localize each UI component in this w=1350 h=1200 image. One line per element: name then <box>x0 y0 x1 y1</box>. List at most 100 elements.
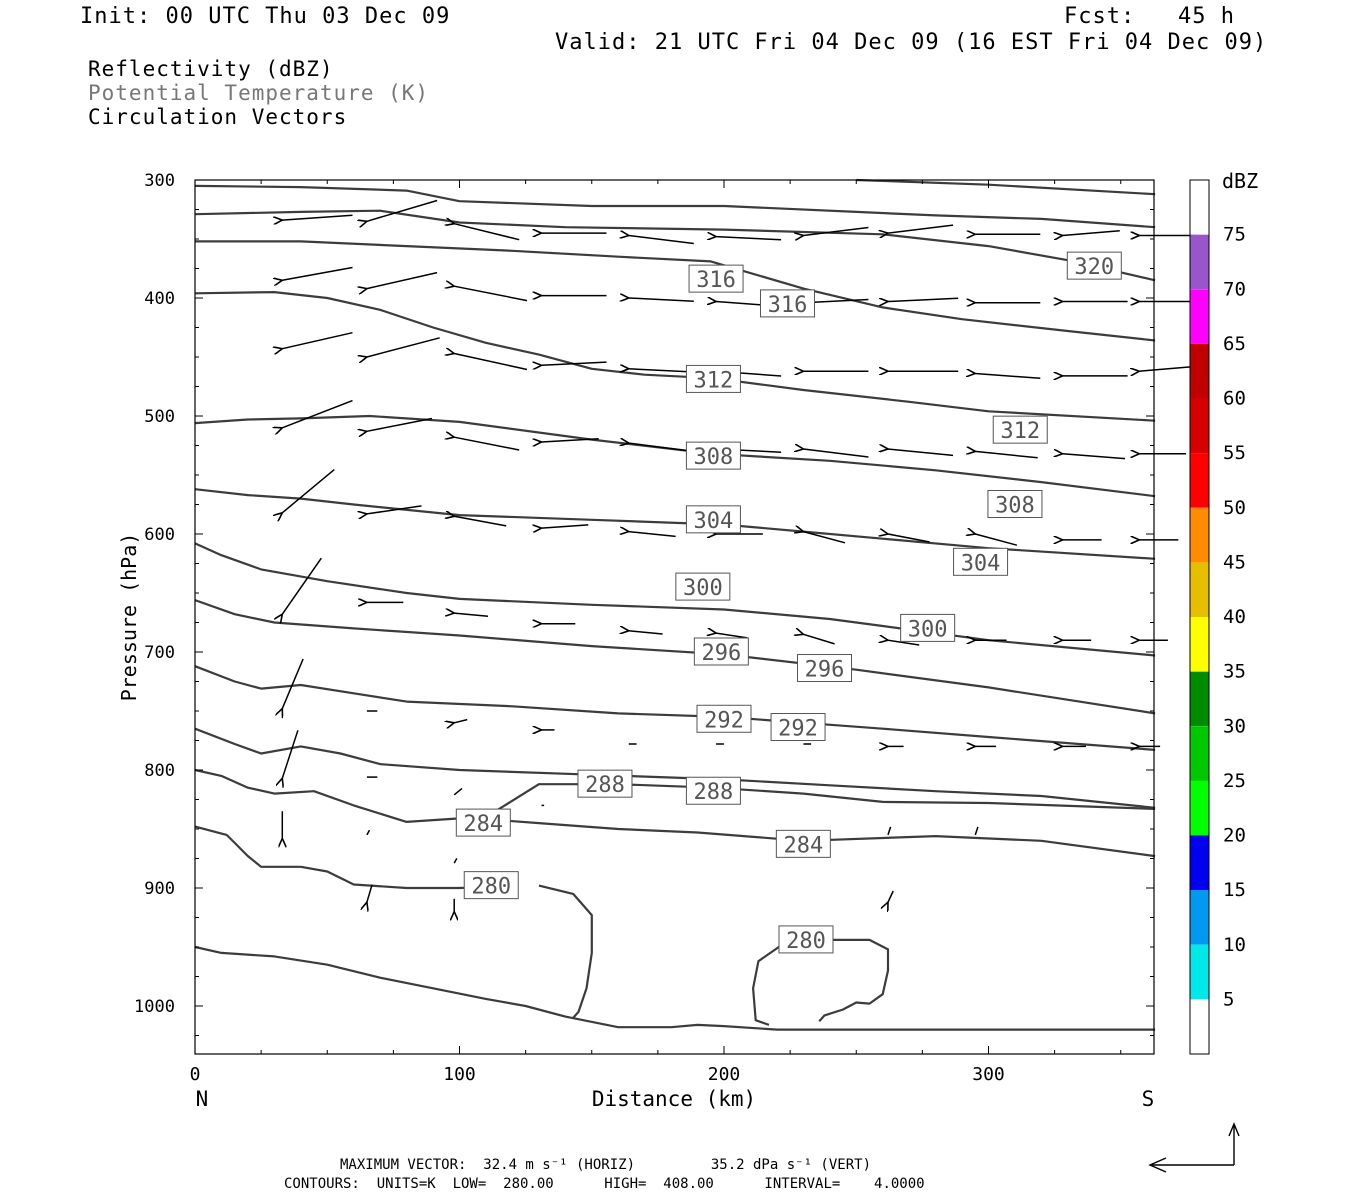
colorbar-label-60: 60 <box>1223 388 1246 410</box>
x-axis-title: Distance (km) <box>592 1087 756 1111</box>
colorbar-swatch-10 <box>1190 453 1209 508</box>
colorbar-swatch-3 <box>1190 835 1209 891</box>
circulation-vector-22 <box>282 331 353 349</box>
contour-288-segment-1 <box>485 783 1156 819</box>
colorbar-label-75: 75 <box>1223 224 1246 246</box>
colorbar-label-70: 70 <box>1223 278 1246 300</box>
colorbar-swatch-8 <box>1190 562 1209 617</box>
circulation-vector-68 <box>454 718 468 723</box>
contour-304-segment-0 <box>194 542 1156 657</box>
contour-label-320-0: 320 <box>1066 251 1122 280</box>
contour-label-292-1: 292 <box>770 713 826 742</box>
colorbar-label-65: 65 <box>1223 333 1246 355</box>
colorbar-label-45: 45 <box>1223 551 1246 573</box>
circulation-vector-62 <box>888 640 920 646</box>
contour-label-308-1: 308 <box>987 490 1043 519</box>
contour-296-segment-0 <box>194 665 1156 751</box>
colorbar-frame <box>1189 179 1210 1055</box>
circulation-vector-82 <box>366 829 371 836</box>
svg-text:288: 288 <box>694 780 734 805</box>
contour-324-segment-0 <box>194 209 1156 282</box>
vector-layer <box>282 199 1197 912</box>
colorbar-label-30: 30 <box>1223 715 1246 737</box>
circulation-vector-77 <box>282 730 299 778</box>
axis-layer: 0 100 200 300 300 400 500 600 700 800 900 1000 Dista… <box>117 171 1154 1111</box>
colorbar-swatch-15 <box>1190 180 1209 235</box>
circulation-vector-25 <box>542 362 607 365</box>
contour-label-308-0: 308 <box>685 441 741 470</box>
contour-info: CONTOURS: UNITS=K LOW= 280.00 HIGH= 408.… <box>284 1176 925 1192</box>
x-tick-label-100: 100 <box>443 1064 476 1085</box>
svg-text:308: 308 <box>694 445 734 470</box>
colorbar-swatch-0 <box>1190 999 1209 1054</box>
svg-text:308: 308 <box>995 494 1035 519</box>
svg-text:296: 296 <box>701 641 741 666</box>
colorbar-swatch-5 <box>1190 726 1209 781</box>
contour-label-288-1: 288 <box>685 776 741 805</box>
max-vector-info: MAXIMUM VECTOR: 32.4 m s⁻¹ (HORIZ) 35.2 … <box>340 1157 872 1173</box>
circulation-vector-12 <box>367 271 438 289</box>
contour-288-segment-0 <box>194 768 486 824</box>
contour-label-288-0: 288 <box>577 769 633 798</box>
svg-text:316: 316 <box>768 293 808 318</box>
colorbar-label-40: 40 <box>1223 606 1246 628</box>
svg-text:316: 316 <box>696 268 736 293</box>
contour-label-316-1: 316 <box>759 289 815 318</box>
svg-text:284: 284 <box>783 833 823 858</box>
svg-text:292: 292 <box>778 717 818 742</box>
init-time: Init: 00 UTC Thu 03 Dec 09 <box>80 4 451 29</box>
circulation-vector-26 <box>629 369 694 372</box>
circulation-vector-23 <box>367 337 440 357</box>
contour-label-300-0: 300 <box>675 572 731 601</box>
svg-text:280: 280 <box>471 875 511 900</box>
circulation-vector-33 <box>282 399 353 428</box>
circulation-vector-11 <box>282 266 353 281</box>
x-tick-label-200: 200 <box>708 1064 741 1085</box>
circulation-vector-0 <box>282 214 353 220</box>
circulation-vector-1 <box>367 199 438 222</box>
x-end-label-left: N <box>196 1087 209 1111</box>
y-tick-label-600: 600 <box>144 525 175 545</box>
svg-text:312: 312 <box>1000 419 1040 444</box>
y-tick-label-1000: 1000 <box>134 997 175 1017</box>
circulation-vector-7 <box>888 224 954 233</box>
contour-label-296-1: 296 <box>797 654 853 683</box>
svg-text:300: 300 <box>683 576 723 601</box>
colorbar-swatch-14 <box>1190 234 1209 290</box>
svg-text:300: 300 <box>908 617 948 642</box>
circulation-vector-85 <box>367 884 373 903</box>
colorbar-swatch-7 <box>1190 617 1209 672</box>
svg-text:292: 292 <box>704 708 744 733</box>
contour-label-280-1: 280 <box>778 925 834 954</box>
circulation-vector-36 <box>542 439 599 442</box>
svg-text:280: 280 <box>786 929 826 954</box>
field-label-potential-temperature: Potential Temperature (K) <box>88 81 430 105</box>
colorbar-swatch-1 <box>1190 944 1209 1000</box>
circulation-vector-83 <box>453 858 458 864</box>
contour-label-284-1: 284 <box>775 829 831 858</box>
circulation-vector-84 <box>888 890 894 902</box>
y-tick-label-800: 800 <box>144 761 175 781</box>
circulation-vector-60 <box>716 633 748 639</box>
svg-text:304: 304 <box>694 509 734 534</box>
y-tick-label-700: 700 <box>144 643 175 663</box>
contour-label-284-0: 284 <box>455 808 511 837</box>
colorbar-label-55: 55 <box>1223 442 1246 464</box>
circulation-vector-51 <box>888 534 930 543</box>
circulation-vector-2 <box>454 224 520 241</box>
circulation-vector-41 <box>975 451 1038 459</box>
contour-label-300-1: 300 <box>900 613 956 642</box>
contour-label-292-0: 292 <box>696 704 752 733</box>
circulation-vector-48 <box>629 532 676 538</box>
colorbar: 5 10 15 20 25 30 35 40 45 50 55 60 65 70 75 dBZ <box>1189 169 1258 1055</box>
colorbar-label-20: 20 <box>1223 825 1246 847</box>
circulation-vector-24 <box>454 354 528 371</box>
colorbar-label-15: 15 <box>1223 879 1246 901</box>
svg-text:296: 296 <box>805 658 845 683</box>
colorbar-label-10: 10 <box>1223 934 1246 956</box>
field-label-reflectivity: Reflectivity (dBZ) <box>88 57 334 81</box>
x-tick-label-300: 300 <box>972 1064 1005 1085</box>
contour-316-segment-0 <box>194 291 1156 422</box>
circulation-vector-59 <box>629 631 663 635</box>
valid-time: Valid: 21 UTC Fri 04 Dec 09 (16 EST Fri … <box>555 30 1268 55</box>
